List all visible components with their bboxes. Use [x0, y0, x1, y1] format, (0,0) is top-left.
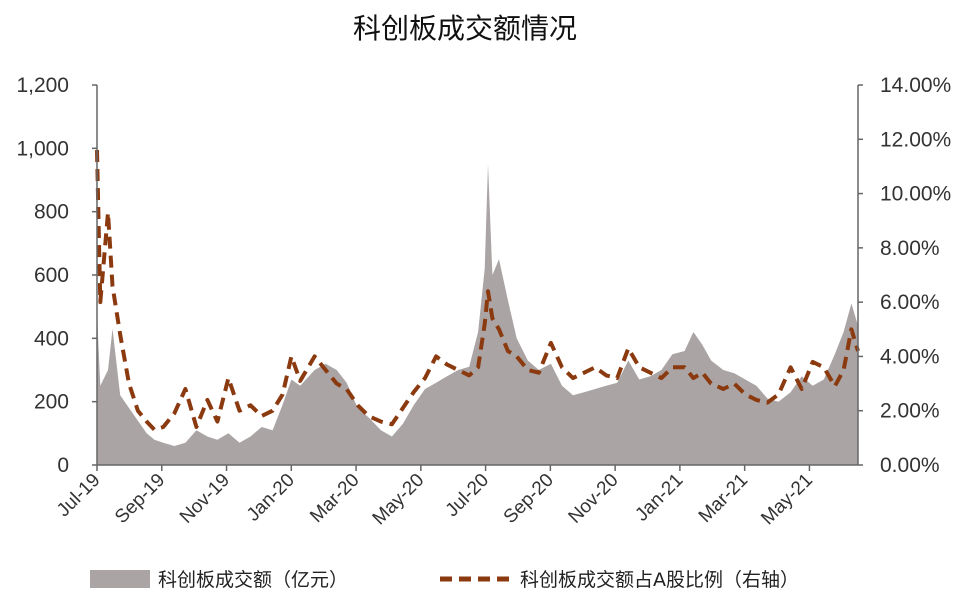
x-tick-label: Nov-19 — [176, 470, 234, 528]
legend-swatch-area — [90, 570, 150, 588]
legend-label-line: 科创板成交额占A股比例（右轴） — [520, 569, 799, 591]
x-tick-label: Sep-19 — [111, 470, 169, 528]
y-right-tick-label: 14.00% — [880, 74, 951, 97]
x-tick-label: Jan-20 — [243, 470, 299, 526]
x-tick-label: Mar-21 — [695, 470, 752, 527]
x-tick-label: Jul-19 — [53, 470, 104, 521]
y-left-tick-label: 600 — [34, 264, 69, 287]
y-right-tick-label: 0.00% — [880, 454, 940, 477]
legend-label-area: 科创板成交额（亿元） — [158, 569, 348, 591]
y-right-tick-label: 10.00% — [880, 183, 951, 206]
y-left-tick-label: 1,200 — [16, 74, 69, 97]
y-left-tick-label: 200 — [34, 391, 69, 414]
line-series — [95, 150, 860, 432]
y-left-tick-label: 1,000 — [16, 137, 69, 160]
x-tick-label: Jul-20 — [442, 470, 493, 521]
y-right-tick-label: 6.00% — [880, 291, 940, 314]
y-right-tick-label: 8.00% — [880, 237, 940, 260]
y-right-tick-label: 12.00% — [880, 128, 951, 151]
x-tick-label: Nov-20 — [565, 470, 623, 528]
y-left-tick-label: 0 — [57, 454, 69, 477]
y-right-tick-label: 4.00% — [880, 345, 940, 368]
legend: 科创板成交额（亿元） 科创板成交额占A股比例（右轴） — [90, 569, 799, 591]
x-tick-label: May-21 — [757, 470, 817, 530]
chart-title: 科创板成交额情况 — [353, 12, 577, 45]
x-tick-label: Mar-20 — [306, 470, 363, 527]
y-left-tick-label: 400 — [34, 327, 69, 350]
y-right-tick-label: 2.00% — [880, 400, 940, 423]
area-series-fill — [97, 164, 858, 465]
ratio-series-line — [95, 150, 860, 432]
x-tick-label: Sep-20 — [500, 470, 558, 528]
area-series — [97, 164, 858, 465]
x-tick-label: May-20 — [369, 470, 429, 530]
y-left-tick-label: 800 — [34, 201, 69, 224]
x-tick-label: Jan-21 — [631, 470, 687, 526]
